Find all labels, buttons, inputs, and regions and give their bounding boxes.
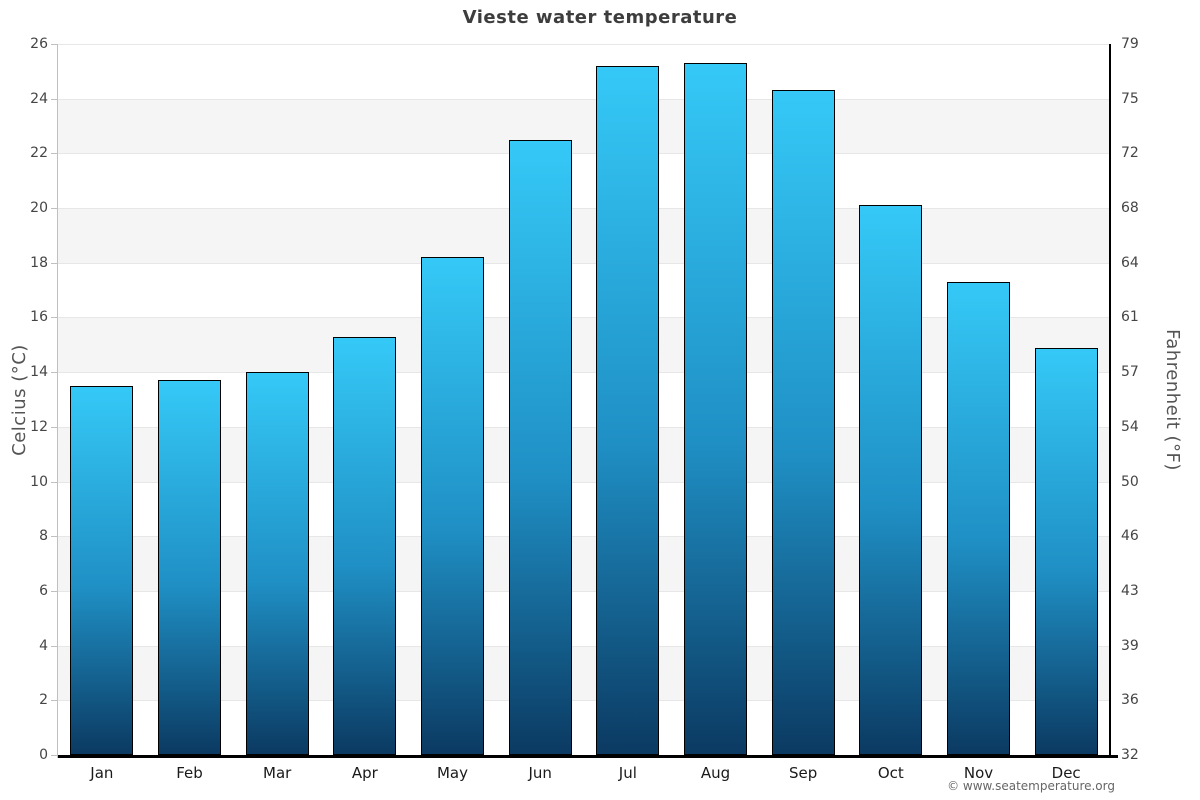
copyright-watermark: © www.seatemperature.org xyxy=(947,779,1115,793)
bar-may xyxy=(421,257,484,755)
grid-band xyxy=(58,98,1110,154)
gridline xyxy=(58,98,1110,100)
gridline xyxy=(58,645,1110,647)
bar-apr xyxy=(333,336,397,755)
grid-band xyxy=(58,426,1110,482)
y-tick-mark xyxy=(51,700,58,702)
y-axis-line-left xyxy=(57,44,58,758)
y-tick-mark xyxy=(51,153,58,155)
gridline xyxy=(58,481,1110,483)
gridline xyxy=(58,536,1110,538)
y-tick-label-fahrenheit: 64 xyxy=(1121,254,1139,271)
x-tick-label-jul: Jul xyxy=(618,764,637,782)
y-axis-line-right xyxy=(1109,44,1111,758)
y-tick-label-fahrenheit: 61 xyxy=(1121,309,1139,326)
y-tick-label-fahrenheit: 57 xyxy=(1121,364,1139,381)
x-tick-label-jan: Jan xyxy=(90,764,114,782)
x-tick-label-dec: Dec xyxy=(1051,764,1081,782)
y-tick-label-celsius: 20 xyxy=(30,200,48,217)
y-axis-title-fahrenheit: Fahrenheit (°F) xyxy=(1162,329,1183,471)
y-tick-label-fahrenheit: 54 xyxy=(1121,418,1139,435)
grid-band xyxy=(58,536,1110,591)
x-tick-label-may: May xyxy=(436,764,468,782)
x-tick-label-mar: Mar xyxy=(263,764,292,782)
x-tick-label-apr: Apr xyxy=(351,764,378,782)
gridline xyxy=(58,700,1110,702)
bar-nov xyxy=(947,281,1010,755)
y-tick-label-celsius: 4 xyxy=(39,637,48,654)
y-tick-mark xyxy=(51,98,58,100)
y-tick-label-celsius: 24 xyxy=(30,90,48,107)
y-tick-label-fahrenheit: 32 xyxy=(1121,747,1139,763)
bar-mar xyxy=(245,372,309,755)
bar-jun xyxy=(508,139,572,755)
y-tick-label-celsius: 18 xyxy=(30,254,48,271)
x-tick-label-sep: Sep xyxy=(789,764,818,782)
y-tick-mark xyxy=(51,590,58,592)
y-tick-label-celsius: 26 xyxy=(30,36,48,52)
bar-sep xyxy=(771,90,835,755)
bar-dec xyxy=(1034,347,1098,755)
y-tick-label-fahrenheit: 75 xyxy=(1121,90,1139,107)
bar-aug xyxy=(684,63,747,755)
chart-title: Vieste water temperature xyxy=(462,7,738,28)
y-tick-label-celsius: 16 xyxy=(30,309,48,326)
y-tick-label-celsius: 6 xyxy=(39,582,48,599)
gridline xyxy=(58,262,1110,264)
x-axis-line xyxy=(58,755,1118,758)
y-axis-title-celsius: Celcius (°C) xyxy=(9,344,30,456)
y-tick-label-celsius: 14 xyxy=(30,364,48,381)
y-tick-label-celsius: 12 xyxy=(30,418,48,435)
y-tick-label-fahrenheit: 72 xyxy=(1121,145,1139,162)
bar-oct xyxy=(859,205,923,755)
gridline xyxy=(58,153,1110,155)
gridline xyxy=(58,590,1110,592)
y-tick-mark xyxy=(51,372,58,374)
bar-feb xyxy=(158,380,221,755)
bar-jul xyxy=(596,65,660,755)
y-tick-label-fahrenheit: 79 xyxy=(1121,36,1139,52)
y-tick-label-fahrenheit: 36 xyxy=(1121,692,1139,709)
y-tick-mark xyxy=(51,208,58,210)
y-tick-label-fahrenheit: 46 xyxy=(1121,528,1139,545)
gridline xyxy=(58,372,1110,374)
y-tick-mark xyxy=(51,317,58,319)
y-tick-label-celsius: 8 xyxy=(39,528,48,545)
y-tick-label-fahrenheit: 39 xyxy=(1121,637,1139,654)
x-tick-label-feb: Feb xyxy=(176,764,203,782)
grid-band xyxy=(58,645,1110,701)
y-tick-mark xyxy=(51,426,58,428)
grid-band xyxy=(58,208,1110,263)
y-tick-mark xyxy=(51,44,58,45)
y-tick-mark xyxy=(51,536,58,538)
x-tick-label-oct: Oct xyxy=(877,764,904,782)
x-tick-label-nov: Nov xyxy=(963,764,994,782)
grid-band xyxy=(58,317,1110,373)
gridline xyxy=(58,426,1110,428)
y-tick-label-celsius: 0 xyxy=(39,747,48,763)
y-tick-mark xyxy=(51,755,58,756)
y-tick-mark xyxy=(51,481,58,483)
y-tick-label-fahrenheit: 43 xyxy=(1121,582,1139,599)
y-tick-label-fahrenheit: 50 xyxy=(1121,473,1139,490)
gridline xyxy=(58,317,1110,319)
y-tick-mark xyxy=(51,645,58,647)
y-tick-label-celsius: 2 xyxy=(39,692,48,709)
gridline xyxy=(58,208,1110,210)
x-tick-label-aug: Aug xyxy=(700,764,731,782)
gridline xyxy=(58,44,1110,45)
y-tick-label-celsius: 10 xyxy=(30,473,48,490)
y-tick-label-fahrenheit: 68 xyxy=(1121,200,1139,217)
y-tick-mark xyxy=(51,262,58,264)
bar-jan xyxy=(70,385,134,755)
y-tick-label-celsius: 22 xyxy=(30,145,48,162)
x-tick-label-jun: Jun xyxy=(528,764,552,782)
